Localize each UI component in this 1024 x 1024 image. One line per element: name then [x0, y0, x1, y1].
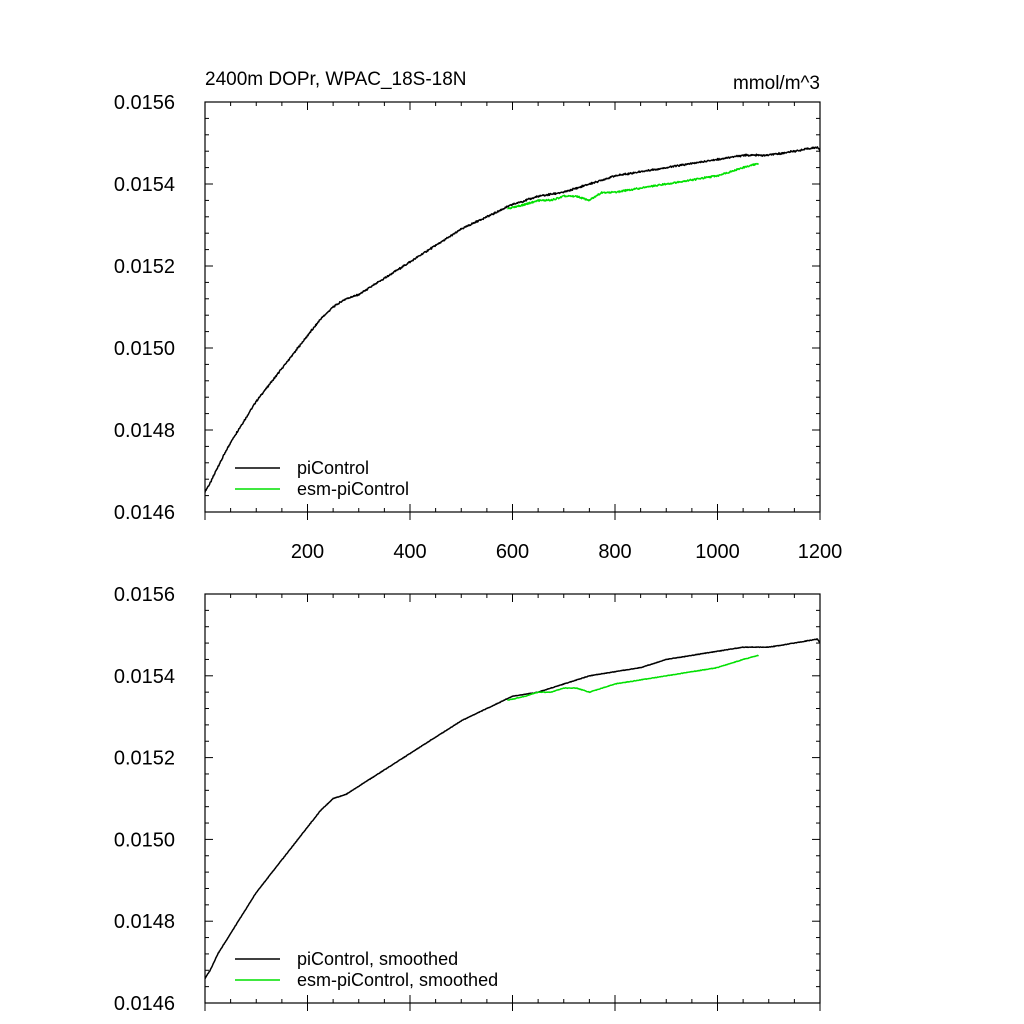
- series-line-picontrol-smoothed: [205, 638, 820, 980]
- y-tick-label: 0.0150: [114, 829, 175, 851]
- y-tick-label: 0.0150: [114, 338, 175, 360]
- y-tick-label: 0.0148: [114, 911, 175, 933]
- x-tick-label: 1200: [798, 541, 843, 563]
- y-tick-label: 0.0154: [114, 666, 175, 688]
- legend-label: piControl: [297, 458, 369, 478]
- y-tick-label: 0.0156: [114, 92, 175, 114]
- legend-label: piControl, smoothed: [297, 949, 458, 969]
- y-tick-label: 0.0156: [114, 584, 175, 606]
- y-tick-label: 0.0154: [114, 174, 175, 196]
- y-tick-label: 0.0152: [114, 748, 175, 770]
- legend-label: esm-piControl: [297, 479, 409, 499]
- y-tick-label: 0.0148: [114, 420, 175, 442]
- chart-title: 2400m DOPr, WPAC_18S-18N: [205, 69, 467, 90]
- x-tick-label: 200: [291, 541, 324, 563]
- plot-frame: [204, 101, 821, 513]
- y-tick-label: 0.0146: [114, 993, 175, 1015]
- series-line-picontrol: [205, 146, 820, 493]
- bottom-panel: 0.0146 0.0148 0.0150 0.0152 0.0154 0.0156 piCo…: [114, 584, 821, 1015]
- y-tick-label: 0.0152: [114, 256, 175, 278]
- y-tick-label: 0.0146: [114, 502, 175, 524]
- legend-label: esm-piControl, smoothed: [297, 970, 498, 990]
- x-tick-label: 600: [496, 541, 529, 563]
- x-tick-label: 800: [598, 541, 631, 563]
- plot-frame: [204, 593, 821, 1004]
- units-label: mmol/m^3: [733, 73, 820, 94]
- x-tick-label: 1000: [695, 541, 740, 563]
- series-line-esm-picontrol: [507, 162, 760, 210]
- series-line-esm-picontrol-smoothed: [506, 654, 760, 701]
- x-tick-label: 400: [393, 541, 426, 563]
- top-panel: 0.0146 0.0148 0.0150 0.0152 0.0154 0.0156 200 4…: [114, 69, 842, 563]
